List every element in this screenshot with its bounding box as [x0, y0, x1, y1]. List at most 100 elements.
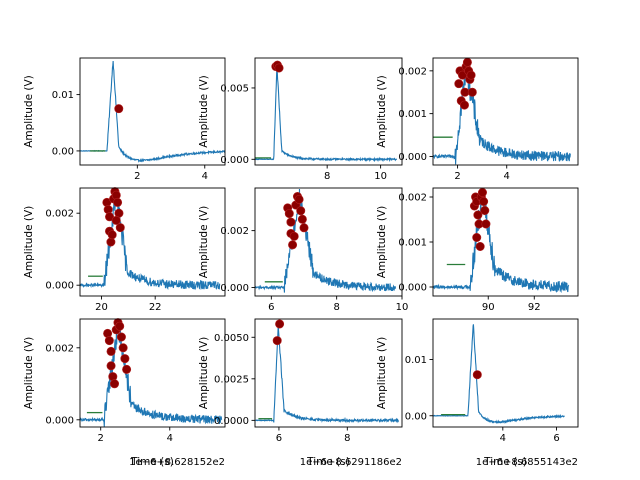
peak-marker	[473, 210, 483, 220]
y-tick-label: 0.0050	[214, 333, 249, 344]
peak-marker	[106, 361, 116, 371]
peak-marker	[467, 87, 477, 97]
peak-marker	[274, 63, 284, 73]
axes-frame	[254, 187, 403, 297]
y-tick-label: 0.000	[45, 415, 74, 426]
peak-marker	[289, 231, 299, 241]
peak-marker	[475, 242, 485, 252]
x-tick-label: 4	[167, 433, 173, 444]
subplot-7: 2 4 0.000 0.002 Amplitude (V) Time (s)1e−6+8.…	[23, 318, 226, 468]
x-offset-text: 1e−6+8.6291186e2	[300, 457, 402, 468]
y-axis-label: Amplitude (V)	[23, 75, 35, 148]
peak-marker	[120, 354, 130, 364]
axes-frame	[432, 318, 579, 428]
peak-marker	[113, 197, 123, 207]
plot-area	[255, 188, 397, 293]
y-tick-label: 0.002	[220, 226, 249, 237]
subplot-2: 8 10 0.000 0.005 Amplitude (V)	[198, 57, 403, 182]
subplot-9: 4 6 0.00 0.01 Amplitude (V) Time (s)1e−6+8.68…	[376, 318, 579, 468]
y-tick-label: 0.00	[405, 411, 427, 422]
y-tick-label: 0.005	[220, 83, 249, 94]
peak-marker	[122, 364, 132, 374]
y-tick-label: 0.000	[398, 283, 427, 294]
x-tick-label: 10	[396, 302, 409, 313]
subplot-3: 2 4 0.000 0.001 0.002 Amplitude (V)	[376, 57, 579, 182]
subplot-5: 6 8 10 0.000 0.002 Amplitude (V)	[198, 187, 409, 313]
signal-trace	[80, 188, 221, 291]
plot-area	[433, 188, 570, 294]
x-tick-label: 8	[324, 171, 330, 182]
peak-marker	[296, 206, 306, 216]
y-tick-label: 0.01	[405, 355, 427, 366]
subplot-1: 2 4 0.00 0.01 Amplitude (V)	[23, 57, 226, 182]
y-tick-label: 0.00	[52, 146, 74, 157]
y-axis-label: Amplitude (V)	[198, 75, 210, 148]
signal-trace	[433, 63, 571, 165]
peak-marker	[115, 321, 125, 331]
x-tick-label: 8	[333, 302, 339, 313]
x-tick-label: 2	[134, 171, 140, 182]
plot-area	[255, 323, 400, 424]
signal-trace	[255, 65, 398, 163]
peak-marker	[454, 79, 464, 89]
axes-frame	[79, 318, 226, 428]
y-tick-label: 0.002	[398, 193, 427, 204]
peak-marker	[477, 188, 487, 198]
y-tick-label: 0.000	[220, 283, 249, 294]
y-tick-label: 0.002	[45, 343, 74, 354]
x-tick-label: 90	[482, 302, 495, 313]
y-tick-label: 0.001	[398, 109, 427, 120]
peak-marker	[294, 194, 304, 204]
plot-area	[80, 60, 225, 163]
subplot-6: 90 92 0.000 0.001 0.002 Amplitude (V)	[376, 187, 579, 313]
peak-marker	[104, 336, 114, 346]
y-tick-label: 0.0025	[214, 374, 249, 385]
x-tick-label: 10	[374, 171, 387, 182]
peak-marker	[481, 219, 491, 229]
signal-trace	[255, 323, 400, 424]
y-axis-label: Amplitude (V)	[198, 206, 210, 279]
peak-marker	[466, 70, 476, 80]
x-tick-label: 2	[454, 171, 460, 182]
x-tick-label: 4	[500, 433, 506, 444]
peak-marker	[116, 332, 126, 342]
x-axis-label: Time (s)	[130, 456, 174, 468]
y-tick-label: 0.000	[220, 155, 249, 166]
axes-frame	[432, 57, 579, 166]
peak-marker	[479, 197, 489, 207]
peak-marker	[115, 223, 125, 233]
y-tick-label: 0.01	[52, 90, 74, 101]
subplot-4: 20 22 0.000 0.002 Amplitude (V)	[23, 187, 226, 313]
signal-trace	[433, 324, 565, 425]
y-tick-label: 0.0000	[214, 416, 249, 427]
x-tick-label: 4	[504, 171, 510, 182]
peak-marker	[472, 370, 482, 380]
signal-trace	[80, 319, 223, 427]
peak-marker	[114, 104, 124, 114]
plot-area	[255, 65, 398, 163]
x-tick-label: 4	[202, 171, 208, 182]
x-tick-label: 22	[149, 302, 162, 313]
plot-area	[80, 188, 221, 291]
peak-marker	[272, 336, 282, 346]
peak-marker	[107, 230, 117, 240]
peak-marker	[459, 100, 469, 110]
signal-trace	[433, 188, 570, 294]
signal-trace	[255, 188, 397, 293]
x-tick-label: 6	[276, 433, 282, 444]
x-axis-label: Time (s)	[483, 456, 527, 468]
x-offset-text: 1e−6+8.628152e2	[129, 457, 225, 468]
y-tick-label: 0.000	[45, 281, 74, 292]
plot-area	[80, 319, 223, 427]
subplot-8: 6 8 0.0000 0.0025 0.0050 Amplitude (V) Time (s…	[198, 318, 403, 468]
peak-marker	[275, 319, 285, 329]
y-axis-label: Amplitude (V)	[23, 206, 35, 279]
y-axis-label: Amplitude (V)	[376, 75, 388, 148]
peak-marker	[284, 209, 294, 219]
peak-marker	[299, 223, 309, 233]
x-offset-text: 1e−6+8.6855143e2	[476, 457, 578, 468]
peak-marker	[106, 346, 116, 356]
y-axis-label: Amplitude (V)	[376, 206, 388, 279]
peak-marker	[297, 214, 307, 224]
